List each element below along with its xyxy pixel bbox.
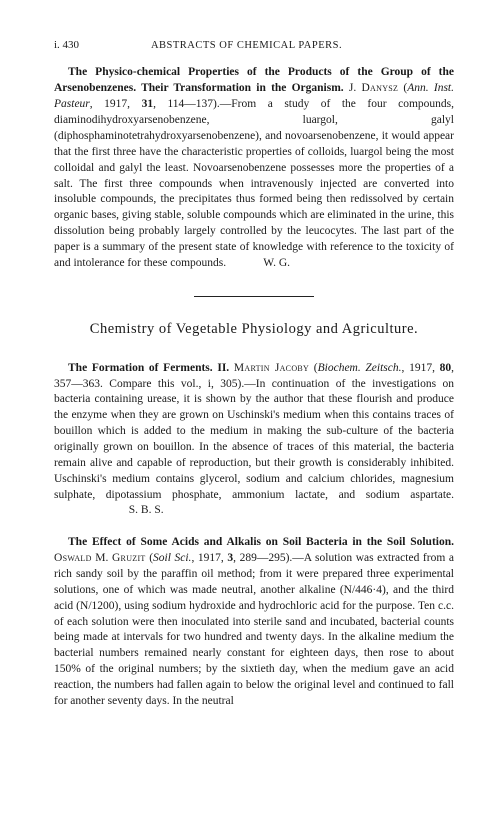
abstract-3: The Effect of Some Acids and Alkalis on … <box>54 535 454 709</box>
abstract-1-signoff: W. G. <box>226 257 290 269</box>
abstract-2: The Formation of Ferments. II. Martin Ja… <box>54 361 454 520</box>
running-head-title: ABSTRACTS OF CHEMICAL PAPERS. <box>39 39 454 53</box>
abstract-2-title: The Formation of Ferments. II. <box>68 362 229 374</box>
page-container: i. 430 ABSTRACTS OF CHEMICAL PAPERS. The… <box>0 0 500 756</box>
abstract-3-title: The Effect of Some Acids and Alkalis on … <box>68 536 454 548</box>
abstract-2-signoff: S. B. S. <box>54 504 164 516</box>
abstract-2-paragraph: The Formation of Ferments. II. Martin Ja… <box>54 361 454 520</box>
abstract-1-body: From a study of the four compounds, diam… <box>54 98 454 269</box>
section-divider <box>194 296 314 297</box>
abstract-2-body: In continuation of the investigations on… <box>54 378 454 501</box>
running-header: i. 430 ABSTRACTS OF CHEMICAL PAPERS. <box>54 38 454 53</box>
abstract-1: The Physico-chemical Properties of the P… <box>54 65 454 271</box>
abstract-3-paragraph: The Effect of Some Acids and Alkalis on … <box>54 535 454 709</box>
section-heading: Chemistry of Vegetable Physiology and Ag… <box>54 319 454 339</box>
abstract-3-body: A solution was extracted from a rich san… <box>54 552 454 707</box>
abstract-1-paragraph: The Physico-chemical Properties of the P… <box>54 65 454 271</box>
abstract-3-author-ref: Oswald M. Gruzit (Soil Sci., 1917, 3, 28… <box>54 552 304 564</box>
